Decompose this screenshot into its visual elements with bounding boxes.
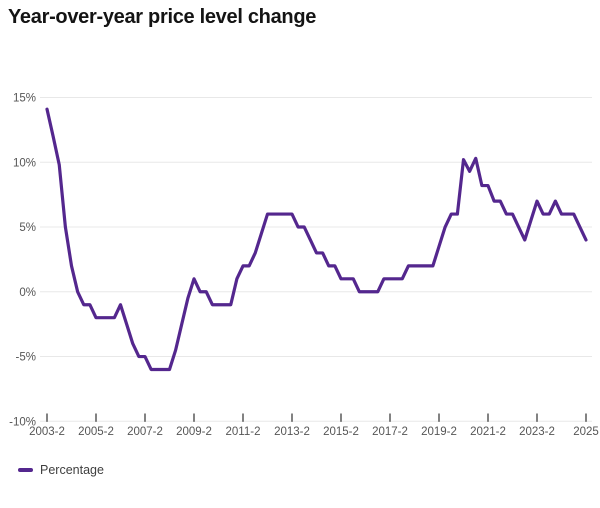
y-tick-label: 10% bbox=[13, 157, 36, 169]
legend-label: Percentage bbox=[40, 463, 104, 477]
legend-swatch-percentage bbox=[18, 468, 33, 472]
legend: Percentage bbox=[18, 463, 104, 477]
x-tick-label: 2023-2 bbox=[519, 426, 555, 438]
y-tick-label: -5% bbox=[16, 352, 36, 364]
x-tick-label: 2007-2 bbox=[127, 426, 163, 438]
y-tick-label: 0% bbox=[19, 287, 36, 299]
x-tick-label: 2009-2 bbox=[176, 426, 212, 438]
y-tick-label: 15% bbox=[13, 93, 36, 105]
series-line-percentage bbox=[45, 107, 588, 372]
x-tick-label: 2021-2 bbox=[470, 426, 506, 438]
x-tick-label: 2003-2 bbox=[29, 426, 65, 438]
y-tick-label: -10% bbox=[9, 416, 36, 428]
x-tick-label: 2025 bbox=[573, 426, 599, 438]
x-tick-label: 2011-2 bbox=[226, 426, 261, 438]
x-tick-label: 2013-2 bbox=[274, 426, 310, 438]
x-tick-label: 2005-2 bbox=[78, 426, 114, 438]
x-tick-label: 2015-2 bbox=[323, 426, 359, 438]
y-tick-label: 5% bbox=[19, 222, 36, 234]
x-tick-label: 2019-2 bbox=[421, 426, 457, 438]
chart-title: Year-over-year price level change bbox=[8, 6, 317, 28]
x-tick-label: 2017-2 bbox=[372, 426, 408, 438]
